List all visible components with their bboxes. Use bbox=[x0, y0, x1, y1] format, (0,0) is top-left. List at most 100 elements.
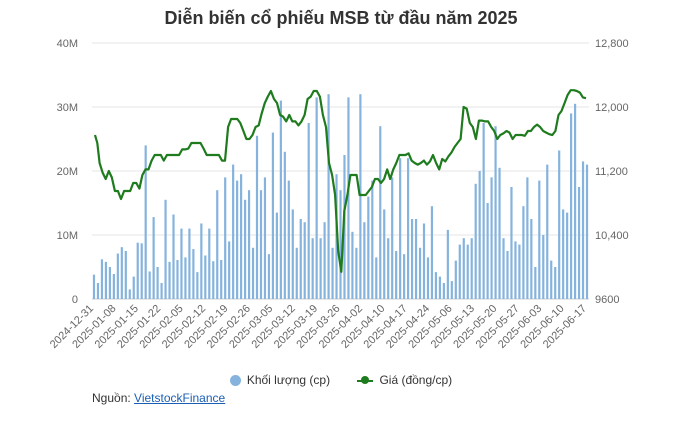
legend-item-price[interactable]: Giá (đồng/cp) bbox=[357, 373, 452, 387]
volume-bar bbox=[542, 235, 545, 299]
volume-bar bbox=[160, 283, 163, 299]
volume-bar bbox=[573, 103, 577, 299]
volume-bar bbox=[176, 259, 179, 299]
volume-bar bbox=[375, 257, 378, 299]
volume-bar bbox=[200, 223, 203, 299]
volume-bar bbox=[323, 222, 326, 299]
y-right-tick-label: 11,200 bbox=[595, 166, 628, 178]
volume-bar bbox=[156, 267, 159, 299]
volume-bar bbox=[566, 212, 569, 299]
volume-bar bbox=[148, 271, 151, 299]
volume-bar bbox=[450, 281, 453, 299]
volume-bar bbox=[100, 259, 104, 299]
volume-bar bbox=[530, 219, 533, 299]
y-right-tick-label: 12,000 bbox=[595, 102, 629, 114]
legend-item-volume[interactable]: Khối lượng (cp) bbox=[229, 373, 331, 387]
volume-bar bbox=[494, 126, 497, 299]
volume-bar bbox=[562, 209, 565, 299]
volume-bar bbox=[418, 247, 422, 299]
volume-bar bbox=[283, 151, 286, 299]
volume-bar bbox=[486, 203, 489, 299]
volume-bar bbox=[383, 209, 386, 299]
volume-bar bbox=[291, 209, 294, 299]
volume-bar bbox=[224, 177, 227, 299]
volume-bar bbox=[550, 260, 553, 299]
volume-bar bbox=[442, 283, 445, 299]
volume-bar bbox=[255, 135, 259, 299]
volume-bar bbox=[554, 267, 557, 299]
volume-bar bbox=[482, 123, 485, 299]
volume-bar bbox=[279, 100, 282, 299]
volume-bar bbox=[410, 219, 414, 299]
volume-bar bbox=[407, 158, 410, 299]
volume-bar bbox=[295, 247, 298, 299]
y-left-tick-label: 40M bbox=[57, 38, 78, 50]
volume-bar bbox=[466, 244, 469, 299]
volume-bar bbox=[152, 217, 155, 299]
volume-bar bbox=[371, 180, 374, 299]
volume-bar bbox=[474, 183, 477, 299]
volume-bar bbox=[351, 231, 354, 299]
volume-bar bbox=[327, 94, 330, 299]
volume-bar bbox=[112, 274, 115, 299]
volume-bar bbox=[172, 214, 175, 299]
volume-bar bbox=[188, 228, 191, 299]
y-left-tick-label: 10M bbox=[57, 230, 78, 242]
volume-bar bbox=[220, 259, 223, 299]
volume-bar bbox=[526, 177, 529, 299]
volume-bar bbox=[144, 145, 147, 299]
volume-bar bbox=[331, 247, 334, 299]
volume-bar bbox=[140, 243, 143, 299]
volume-bar bbox=[287, 180, 290, 299]
volume-bar bbox=[446, 229, 449, 299]
y-left-tick-label: 20M bbox=[57, 166, 78, 178]
volume-bar bbox=[315, 97, 318, 300]
volume-bar bbox=[558, 150, 561, 299]
volume-bar bbox=[319, 238, 322, 299]
y-left-tick-label: 30M bbox=[57, 102, 78, 114]
volume-bar bbox=[192, 249, 195, 299]
volume-bar bbox=[128, 289, 131, 299]
y-left-tick-label: 0 bbox=[72, 294, 78, 306]
volume-bar bbox=[367, 196, 370, 299]
volume-bar bbox=[462, 238, 465, 299]
volume-bar bbox=[251, 247, 255, 299]
source-line: Nguồn: VietstockFinance bbox=[92, 391, 225, 405]
volume-bar bbox=[136, 242, 139, 299]
volume-bar bbox=[184, 257, 187, 299]
volume-bar bbox=[236, 180, 239, 299]
volume-bar bbox=[263, 177, 267, 299]
volume-bar bbox=[116, 253, 119, 299]
volume-bar bbox=[585, 164, 589, 299]
volume-bar bbox=[506, 251, 509, 299]
y-right-tick-label: 12,800 bbox=[595, 38, 629, 50]
volume-bar bbox=[204, 255, 207, 299]
volume-bar bbox=[120, 247, 123, 299]
volume-bar bbox=[514, 241, 517, 299]
volume-bar bbox=[303, 222, 306, 299]
y-right-tick-label: 9600 bbox=[595, 294, 619, 306]
volume-bar bbox=[104, 261, 108, 299]
volume-bar bbox=[538, 180, 541, 299]
volume-bar bbox=[510, 187, 513, 299]
volume-bar bbox=[454, 260, 457, 299]
volume-bar bbox=[399, 158, 402, 299]
volume-bar bbox=[196, 272, 199, 299]
volume-bar bbox=[502, 238, 505, 299]
volume-bar bbox=[363, 222, 366, 299]
volume-bar bbox=[577, 187, 581, 299]
volume-bar bbox=[395, 251, 398, 299]
volume-bar bbox=[470, 238, 473, 299]
volume-bar bbox=[212, 261, 215, 299]
legend-volume-swatch bbox=[229, 374, 241, 386]
volume-bar bbox=[180, 228, 183, 299]
volume-bar bbox=[132, 276, 135, 299]
volume-bar bbox=[240, 174, 243, 299]
volume-bar bbox=[522, 206, 525, 299]
legend-price-label: Giá (đồng/cp) bbox=[379, 373, 453, 387]
source-link[interactable]: VietstockFinance bbox=[134, 391, 226, 405]
volume-bar bbox=[228, 241, 231, 299]
legend-volume-label: Khối lượng (cp) bbox=[246, 373, 331, 387]
volume-bar bbox=[379, 126, 382, 299]
